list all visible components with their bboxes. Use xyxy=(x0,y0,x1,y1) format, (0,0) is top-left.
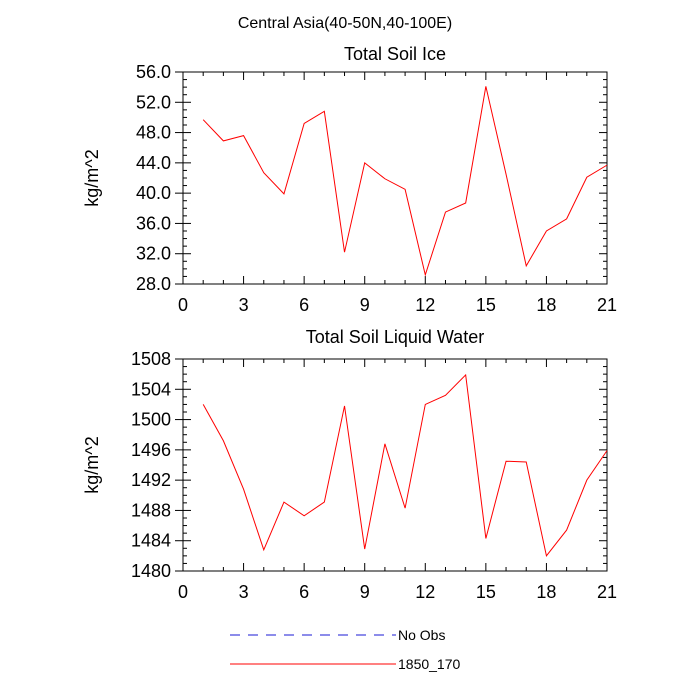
y-tick-label: 48.0 xyxy=(136,123,171,143)
x-tick-label: 18 xyxy=(536,295,556,315)
y-tick-label: 1500 xyxy=(131,410,171,430)
y-tick-label: 1480 xyxy=(131,561,171,581)
x-tick-label: 21 xyxy=(597,295,617,315)
y-tick-label: 36.0 xyxy=(136,213,171,233)
panel-title-soil-liquid: Total Soil Liquid Water xyxy=(306,327,484,347)
x-tick-label: 3 xyxy=(239,582,249,602)
y-axis-label-soil-ice: kg/m^2 xyxy=(82,149,102,206)
y-tick-label: 1508 xyxy=(131,349,171,369)
legend: No Obs 1850_170 xyxy=(230,627,461,672)
x-tick-label: 9 xyxy=(360,295,370,315)
panel-soil-liquid: Total Soil Liquid Water kg/m^2 148014841… xyxy=(82,327,617,602)
x-ticks-soil-liquid: 0 3 6 9 12 15 18 21 xyxy=(178,359,617,602)
series-line-1850-170 xyxy=(202,86,608,277)
y-tick-label: 1492 xyxy=(131,470,171,490)
x-tick-label: 12 xyxy=(415,582,435,602)
y-ticks-soil-liquid: 1480 1484 1488 1492 1496 1500 1504 1508 xyxy=(131,349,607,581)
x-tick-label: 6 xyxy=(299,295,309,315)
panel-soil-ice: Total Soil Ice kg/m^2 28.0 32.0 36.0 40.0 44… xyxy=(82,44,617,315)
y-tick-label: 40.0 xyxy=(136,183,171,203)
plot-frame-soil-liquid xyxy=(182,358,608,572)
x-tick-label: 6 xyxy=(299,582,309,602)
series-soil-ice xyxy=(202,86,608,277)
x-tick-label: 9 xyxy=(360,582,370,602)
legend-label-no-obs: No Obs xyxy=(398,627,445,643)
x-tick-label: 3 xyxy=(239,295,249,315)
x-tick-label: 21 xyxy=(597,582,617,602)
x-tick-label: 15 xyxy=(476,295,496,315)
y-ticks-soil-ice: 28.0 32.0 36.0 40.0 44.0 48.0 52.0 56.0 xyxy=(136,62,607,294)
y-axis-label-soil-liquid: kg/m^2 xyxy=(82,436,102,493)
y-tick-label: 28.0 xyxy=(136,274,171,294)
y-tick-label: 52.0 xyxy=(136,92,171,112)
x-tick-label: 0 xyxy=(178,582,188,602)
plot-frame-soil-ice xyxy=(182,71,608,285)
x-tick-label: 12 xyxy=(415,295,435,315)
y-tick-label: 1504 xyxy=(131,379,171,399)
legend-label-1850-170: 1850_170 xyxy=(398,656,461,672)
y-tick-label: 44.0 xyxy=(136,153,171,173)
x-tick-label: 18 xyxy=(536,582,556,602)
y-tick-label: 56.0 xyxy=(136,62,171,82)
series-line-1850-170 xyxy=(202,373,608,558)
y-tick-label: 32.0 xyxy=(136,244,171,264)
y-tick-label: 1496 xyxy=(131,440,171,460)
figure-title: Central Asia(40-50N,40-100E) xyxy=(238,15,452,32)
x-tick-label: 0 xyxy=(178,295,188,315)
y-tick-label: 1488 xyxy=(131,500,171,520)
y-tick-label: 1484 xyxy=(131,531,171,551)
panel-title-soil-ice: Total Soil Ice xyxy=(344,44,446,64)
x-ticks-soil-ice: 0 3 6 9 12 15 18 21 xyxy=(178,72,617,315)
series-soil-liquid xyxy=(202,373,608,558)
x-tick-label: 15 xyxy=(476,582,496,602)
